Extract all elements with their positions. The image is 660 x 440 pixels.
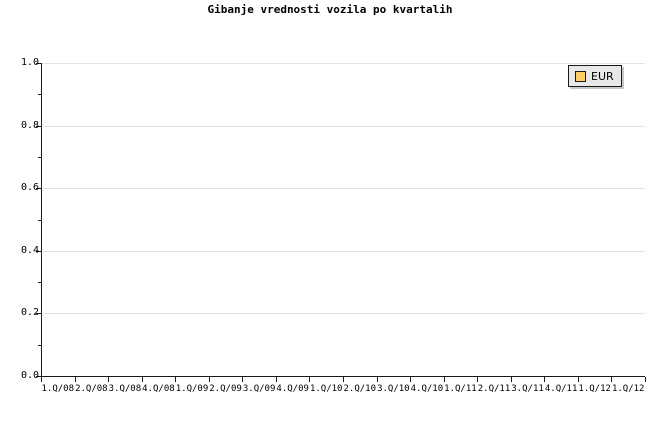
x-axis-tick — [645, 377, 646, 382]
gridline — [41, 63, 645, 64]
x-axis-tick-label: 4.Q/09 — [276, 384, 309, 394]
plot-area — [41, 63, 645, 377]
y-axis-labels: 0.0 0.2 0.4 0.6 0.8 1.0 — [0, 0, 41, 440]
x-axis-tick-label: 3.Q/10 — [377, 384, 410, 394]
x-axis-tick-label: 4.Q/11 — [544, 384, 578, 394]
y-axis-tick-label: 1.0 — [20, 57, 39, 68]
x-axis-tick-label: 3.Q/08 — [108, 384, 142, 394]
x-axis-tick — [377, 377, 378, 382]
y-axis-tick — [36, 376, 41, 377]
x-axis-tick-label: 3.Q/09 — [242, 384, 276, 394]
x-axis-tick-label: 4.Q/10 — [410, 384, 444, 394]
y-axis-minor-tick — [38, 156, 41, 158]
x-axis-tick — [175, 377, 176, 382]
x-axis-tick-label: 1.Q/12 — [611, 384, 645, 394]
x-axis-tick-label: 1.Q/11 — [444, 384, 477, 394]
y-axis-minor-tick — [38, 282, 41, 284]
x-axis-tick-label: 1.Q/10 — [309, 384, 343, 394]
y-axis-minor-tick — [38, 344, 41, 346]
chart-legend[interactable]: EUR — [568, 65, 622, 87]
x-axis-tick — [75, 377, 76, 382]
x-axis-tick-label: 3.Q/11 — [511, 384, 544, 394]
x-axis-tick — [444, 377, 445, 382]
x-axis-tick — [242, 377, 243, 382]
x-axis-tick-label: 4.Q/08 — [142, 384, 175, 394]
x-axis-tick-label: 1.Q/12 — [578, 384, 611, 394]
y-axis-line — [41, 63, 42, 377]
x-axis-tick — [209, 377, 210, 382]
x-axis-tick-label: 2.Q/09 — [209, 384, 242, 394]
y-axis-tick — [36, 313, 41, 315]
y-axis-tick — [36, 250, 41, 252]
y-axis-minor-tick — [38, 94, 41, 96]
gridline — [41, 313, 645, 315]
x-axis-tick — [410, 377, 411, 382]
y-axis-tick — [36, 63, 41, 64]
gridline — [41, 125, 645, 127]
y-axis-tick-label: 0.6 — [20, 182, 39, 194]
x-axis-tick — [41, 377, 42, 382]
x-axis-tick-label: 1.Q/08 — [41, 384, 75, 394]
y-axis-tick — [36, 125, 41, 127]
x-axis-tick — [142, 377, 143, 382]
gridline — [41, 250, 645, 252]
legend-item-label: EUR — [591, 69, 614, 83]
legend-swatch-icon — [575, 70, 586, 82]
x-axis-tick — [477, 377, 478, 382]
x-axis-tick — [276, 377, 277, 382]
x-axis-tick — [343, 377, 344, 382]
x-axis-tick — [309, 377, 310, 382]
x-axis-tick-label: 2.Q/08 — [75, 384, 108, 394]
gridline — [41, 188, 645, 190]
x-axis-tick — [108, 377, 109, 382]
y-axis-tick-label: 0.4 — [20, 244, 39, 256]
x-axis-tick-label: 1.Q/09 — [175, 384, 209, 394]
x-axis-tick — [578, 377, 579, 382]
x-axis-tick-label: 2.Q/10 — [343, 384, 377, 394]
x-axis-line — [41, 376, 645, 377]
y-axis-tick-label: 0.8 — [20, 119, 39, 131]
x-axis-tick — [544, 377, 545, 382]
x-axis-tick-label: 2.Q/11 — [477, 384, 511, 394]
x-axis-tick — [611, 377, 612, 382]
y-axis-minor-tick — [38, 219, 41, 221]
y-axis-tick — [36, 188, 41, 190]
y-axis-tick-label: 0.2 — [20, 307, 39, 319]
x-axis-tick — [511, 377, 512, 382]
chart-title: Gibanje vrednosti vozila po kvartalih — [207, 3, 453, 16]
y-axis-tick-label: 0.0 — [20, 370, 39, 381]
